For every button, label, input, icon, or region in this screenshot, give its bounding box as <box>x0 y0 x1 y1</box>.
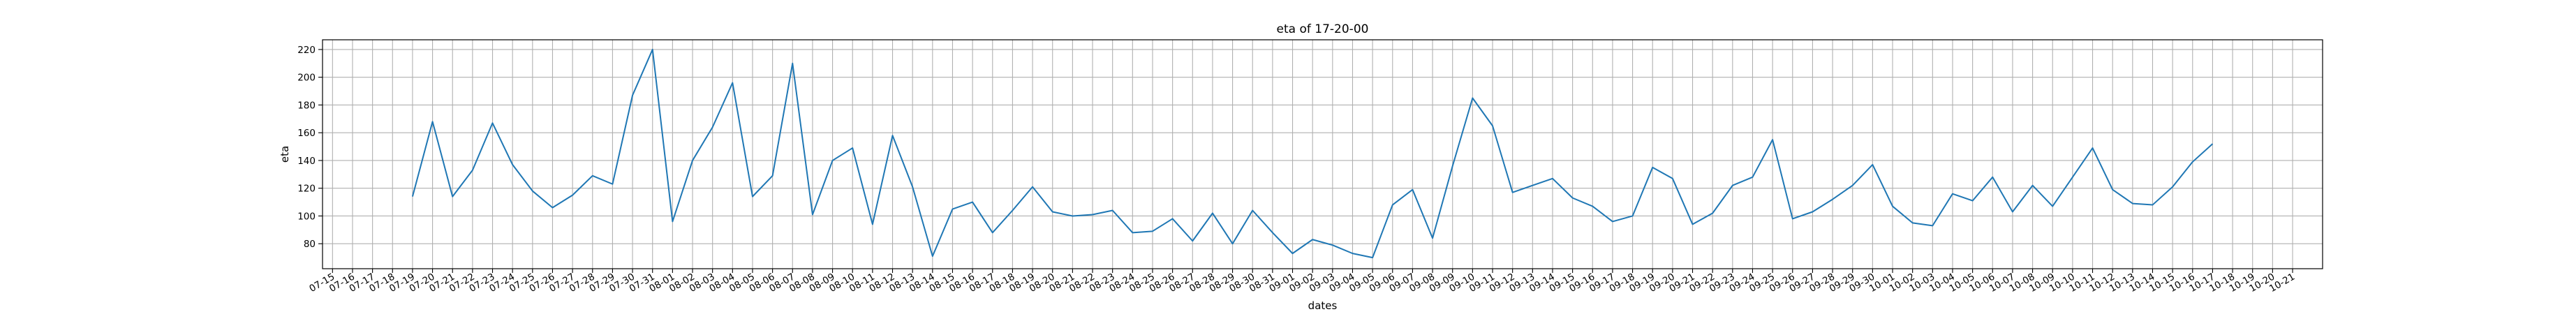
y-axis-ticks: 80 100 120 140 160 180 200 220 <box>297 45 323 250</box>
y-tick-label: 180 <box>297 100 316 111</box>
grid-lines <box>323 40 2323 269</box>
chart-title: eta of 17-20-00 <box>1277 22 1369 36</box>
y-tick-label: 120 <box>297 184 316 195</box>
y-tick-label: 160 <box>297 128 316 139</box>
y-tick-label: 80 <box>304 239 316 250</box>
x-axis-title: dates <box>1308 299 1338 312</box>
x-axis-ticks: 07-1507-1607-1707-1807-1907-2007-2107-22… <box>307 269 2297 295</box>
axes-frame <box>322 39 2323 269</box>
eta-series-line <box>411 48 2214 259</box>
y-tick-label: 100 <box>297 211 316 222</box>
y-tick-label: 140 <box>297 156 316 167</box>
y-tick-label: 200 <box>297 73 316 84</box>
y-axis-title: eta <box>279 146 291 163</box>
y-tick-label: 220 <box>297 45 316 56</box>
series-layer <box>411 48 2214 259</box>
